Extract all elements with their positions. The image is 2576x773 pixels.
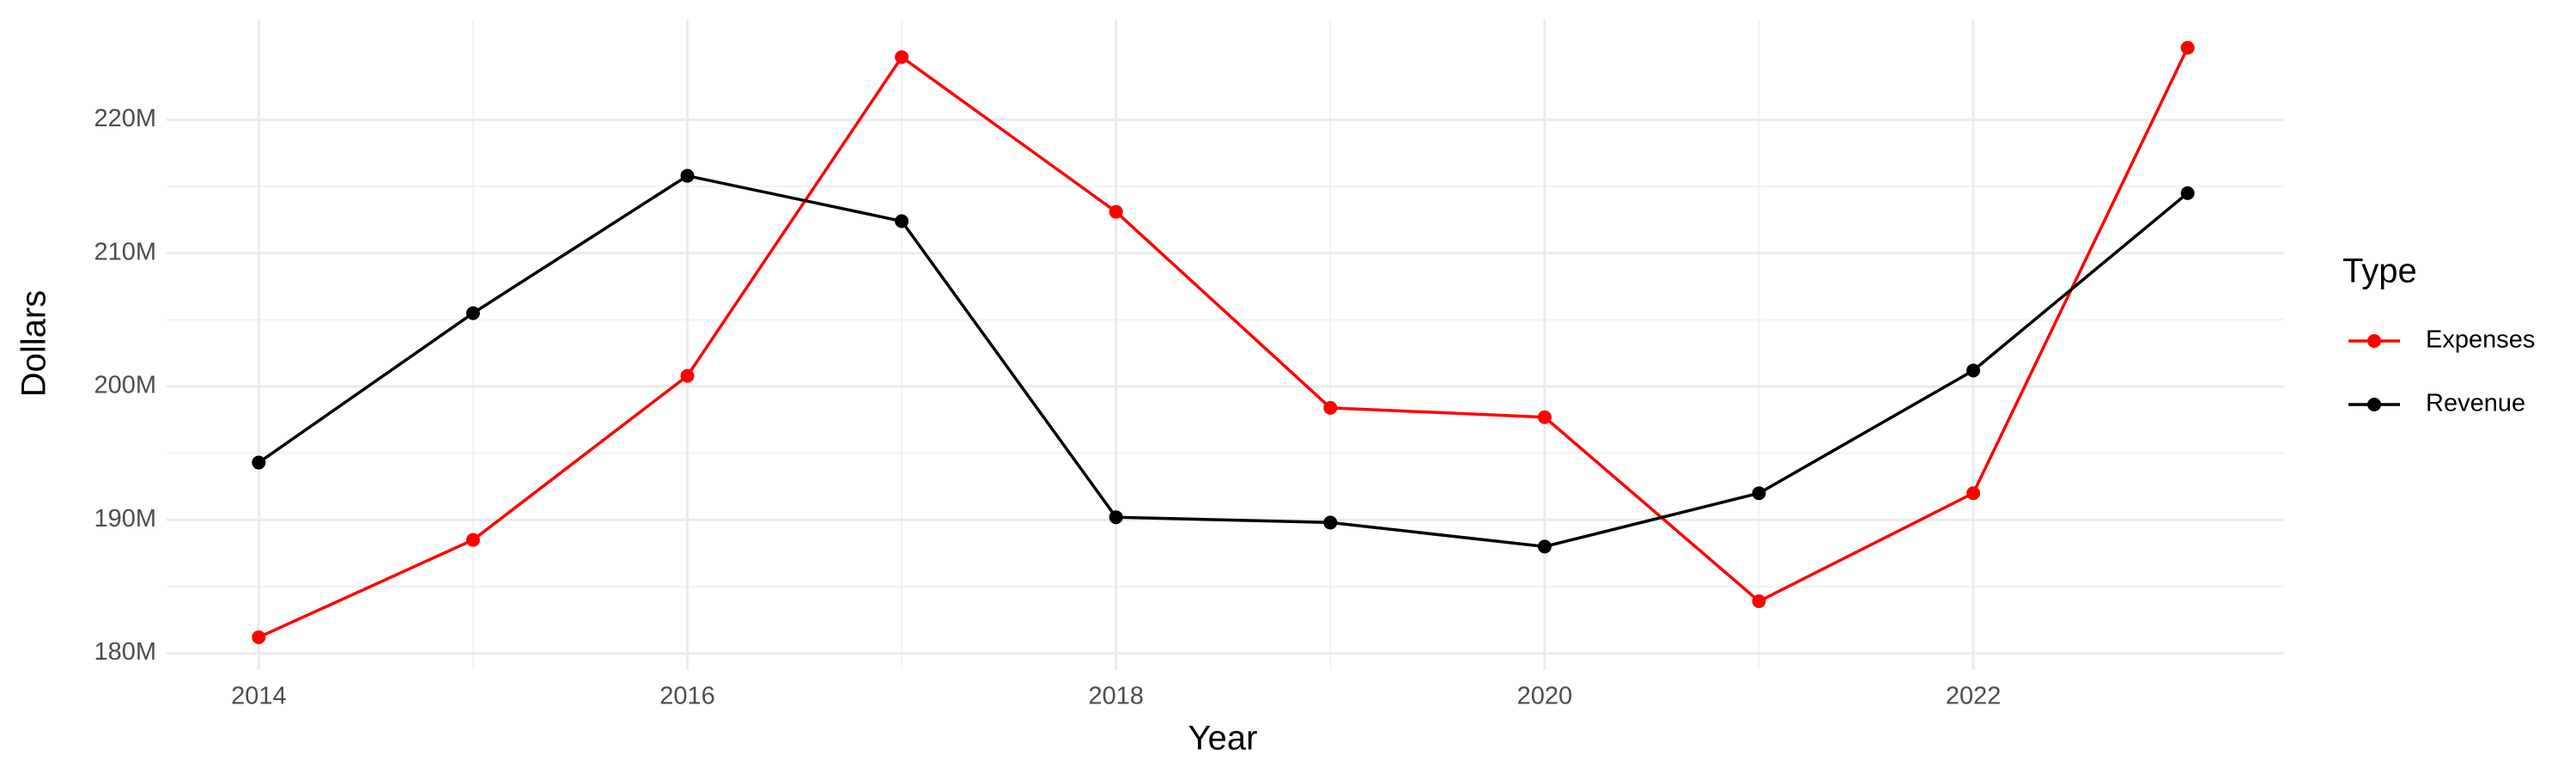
data-point xyxy=(1966,363,1981,378)
data-point xyxy=(1323,400,1338,415)
legend-key-point xyxy=(2367,398,2381,411)
x-tick-label: 2022 xyxy=(1946,683,2002,710)
legend-label: Revenue xyxy=(2426,390,2525,417)
data-point xyxy=(252,630,266,644)
legend-key-point xyxy=(2367,334,2381,348)
x-tick-label: 2016 xyxy=(659,683,715,710)
y-tick-label: 180M xyxy=(94,638,156,666)
data-point xyxy=(1323,515,1338,530)
data-point xyxy=(895,50,909,64)
data-point xyxy=(465,306,480,320)
data-point xyxy=(252,455,266,470)
y-tick-label: 190M xyxy=(94,505,156,533)
data-point xyxy=(895,214,909,228)
data-point xyxy=(680,368,695,383)
data-point xyxy=(1752,594,1766,609)
y-tick-label: 200M xyxy=(94,372,156,399)
x-tick-label: 2018 xyxy=(1088,683,1144,710)
y-tick-label: 220M xyxy=(94,105,156,132)
data-point xyxy=(2180,186,2195,200)
data-point xyxy=(680,168,695,183)
series-line xyxy=(258,173,2189,549)
data-point xyxy=(1109,510,1123,525)
x-tick-label: 2020 xyxy=(1517,683,1573,710)
data-point xyxy=(1537,410,1552,424)
data-point xyxy=(1537,539,1552,554)
data-point xyxy=(1752,486,1766,501)
data-point xyxy=(1966,486,1981,501)
legend-title: Type xyxy=(2342,253,2417,290)
y-tick-label: 210M xyxy=(94,238,156,265)
x-tick-label: 2014 xyxy=(231,683,287,710)
y-axis-title: Dollars xyxy=(15,290,53,397)
data-point xyxy=(2180,40,2195,55)
x-axis-title: Year xyxy=(1188,720,1258,758)
data-point xyxy=(465,533,480,547)
data-point xyxy=(1109,204,1123,219)
legend-label: Expenses xyxy=(2426,326,2535,354)
series-line xyxy=(258,46,2190,639)
